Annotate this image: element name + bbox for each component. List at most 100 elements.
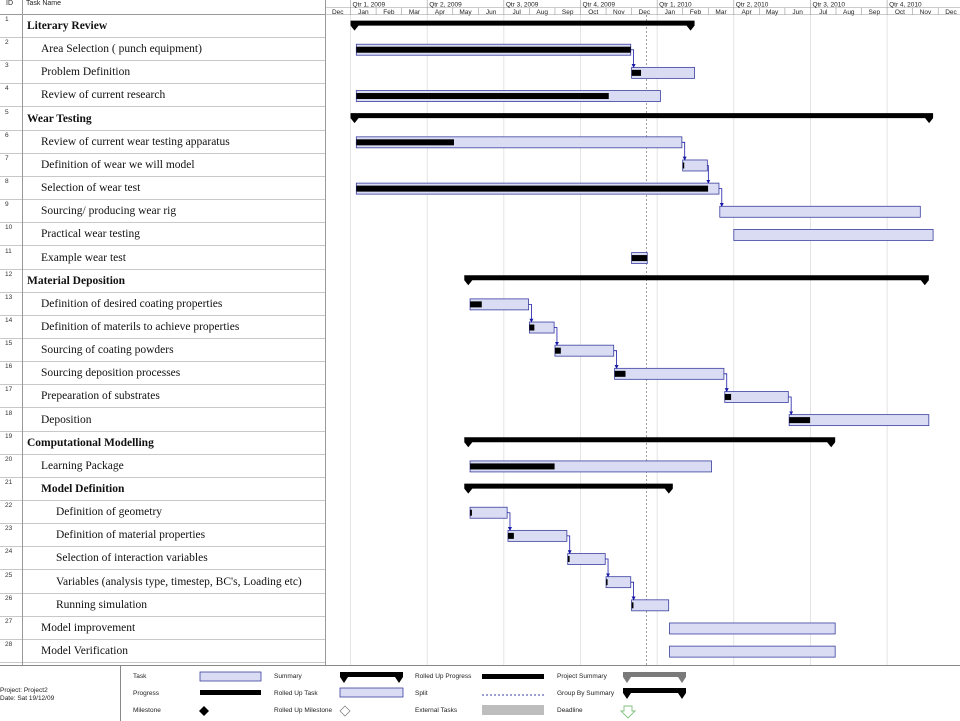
- task-row[interactable]: 4 Review of current research: [0, 84, 325, 108]
- task-name[interactable]: Model Definition: [41, 483, 125, 495]
- progress-bar: [631, 69, 642, 76]
- task-name-column-header[interactable]: Task Name: [26, 0, 62, 7]
- summary-bar[interactable]: [350, 113, 934, 124]
- task-bar[interactable]: [733, 229, 934, 241]
- task-bar[interactable]: [682, 159, 708, 172]
- task-row[interactable]: 9 Sourcing/ producing wear rig: [0, 200, 325, 224]
- task-name[interactable]: Review of current wear testing apparatus: [41, 135, 230, 148]
- task-bar[interactable]: [567, 553, 606, 565]
- task-bar[interactable]: [669, 645, 836, 658]
- task-row[interactable]: 25 Variables (analysis type, timestep, BC…: [0, 571, 325, 594]
- task-name[interactable]: Material Deposition: [27, 274, 126, 287]
- task-bar[interactable]: [614, 367, 725, 380]
- task-bar[interactable]: [605, 576, 632, 589]
- legend-external-tasks-label: External Tasks: [415, 707, 458, 714]
- task-name[interactable]: Practical wear testing: [41, 228, 140, 241]
- task-name[interactable]: Definition of geometry: [56, 506, 163, 519]
- task-bar[interactable]: [469, 506, 508, 519]
- legend-group-by-summary-swatch: [623, 688, 686, 699]
- task-bar[interactable]: [631, 66, 695, 79]
- quarter-label: Qtr 2, 2009: [429, 2, 462, 9]
- progress-bar: [554, 347, 561, 354]
- task-bar[interactable]: [719, 205, 921, 218]
- task-row[interactable]: 21 Model Definition: [0, 478, 325, 501]
- task-row[interactable]: 8 Selection of wear test: [0, 177, 325, 201]
- id-column-header[interactable]: ID: [6, 0, 13, 7]
- task-row[interactable]: 23 Definition of material properties: [0, 524, 325, 548]
- legend-rolled-up-progress-swatch: [482, 674, 544, 679]
- task-id: 14: [5, 316, 13, 324]
- task-name[interactable]: Sourcing deposition processes: [41, 367, 181, 380]
- task-name[interactable]: Deposition: [41, 413, 92, 426]
- task-row[interactable]: 15 Sourcing of coating powders: [0, 339, 325, 363]
- task-id: 7: [5, 154, 9, 162]
- task-row[interactable]: 12 Material Deposition: [0, 270, 325, 293]
- month-label: Jan: [665, 9, 676, 16]
- quarter-label: Qtr 2, 2010: [736, 2, 769, 9]
- task-row[interactable]: 18 Deposition: [0, 409, 325, 432]
- task-row[interactable]: 22 Definition of geometry: [0, 501, 325, 525]
- task-name[interactable]: Example wear test: [41, 251, 126, 264]
- table-right-border: [325, 0, 326, 665]
- task-name[interactable]: Computational Modelling: [27, 436, 154, 449]
- task-row[interactable]: 10 Practical wear testing: [0, 223, 325, 247]
- project-name: Project: Project2: [0, 687, 48, 694]
- month-label: Jul: [819, 9, 828, 16]
- task-row[interactable]: 7 Definition of wear we will model: [0, 154, 325, 177]
- task-name[interactable]: Sourcing of coating powders: [41, 344, 174, 357]
- task-name[interactable]: Definition of wear we will model: [41, 158, 195, 171]
- task-name[interactable]: Definition of desired coating properties: [41, 297, 223, 310]
- task-row[interactable]: 16 Sourcing deposition processes: [0, 362, 325, 386]
- task-row[interactable]: 19 Computational Modelling: [0, 432, 325, 455]
- task-row[interactable]: 13 Definition of desired coating properti…: [0, 293, 325, 316]
- task-row[interactable]: 24 Selection of interaction variables: [0, 547, 325, 571]
- task-name[interactable]: Model improvement: [41, 621, 136, 634]
- legend-external-tasks-swatch: [482, 705, 544, 715]
- task-name[interactable]: Selection of wear test: [41, 182, 141, 195]
- task-bar[interactable]: [724, 391, 789, 403]
- task-name[interactable]: Learning Package: [41, 459, 124, 472]
- month-label: Apr: [435, 9, 446, 16]
- task-row[interactable]: 2 Area Selection ( punch equipment): [0, 38, 325, 62]
- task-row[interactable]: 11 Example wear test: [0, 247, 325, 270]
- task-row[interactable]: 26 Running simulation: [0, 594, 325, 617]
- month-label: Sep: [562, 9, 574, 16]
- task-row[interactable]: 17 Prepearation of substrates: [0, 385, 325, 409]
- legend-split-label: Split: [415, 690, 428, 697]
- task-row[interactable]: 1 Literary Review: [0, 15, 325, 38]
- summary-bar[interactable]: [464, 483, 673, 494]
- task-name[interactable]: Wear Testing: [27, 112, 92, 125]
- month-label: Jul: [512, 9, 521, 16]
- task-id: 27: [5, 617, 13, 625]
- task-row[interactable]: 5 Wear Testing: [0, 108, 325, 131]
- task-row[interactable]: 3 Problem Definition: [0, 61, 325, 85]
- task-bar[interactable]: [507, 529, 568, 542]
- task-name[interactable]: Sourcing/ producing wear rig: [41, 205, 177, 218]
- summary-bar[interactable]: [464, 437, 836, 448]
- task-name[interactable]: Area Selection ( punch equipment): [41, 43, 202, 56]
- summary-bar[interactable]: [464, 275, 929, 286]
- task-row[interactable]: 20 Learning Package: [0, 455, 325, 478]
- task-name[interactable]: Definition of material properties: [56, 529, 206, 542]
- task-bar[interactable]: [469, 460, 712, 473]
- task-row[interactable]: 28 Model Verification: [0, 640, 325, 664]
- task-bar[interactable]: [631, 599, 670, 612]
- summary-bar[interactable]: [350, 20, 695, 31]
- task-name[interactable]: Problem Definition: [41, 66, 131, 79]
- task-row[interactable]: 14 Definition of materils to achieve prop…: [0, 316, 325, 339]
- task-id: 11: [5, 247, 12, 255]
- task-name[interactable]: Definition of materils to achieve proper…: [41, 320, 240, 333]
- task-row[interactable]: 27 Model improvement: [0, 617, 325, 640]
- task-name[interactable]: Literary Review: [27, 20, 108, 32]
- task-bar[interactable]: [669, 622, 836, 635]
- legend-progress-label: Progress: [133, 690, 160, 697]
- task-name[interactable]: Variables (analysis type, timestep, BC's…: [56, 575, 302, 588]
- task-name[interactable]: Review of current research: [41, 89, 166, 102]
- task-name[interactable]: Model Verification: [41, 645, 128, 658]
- task-name[interactable]: Running simulation: [56, 598, 148, 611]
- task-row[interactable]: 6 Review of current wear testing apparatu…: [0, 131, 325, 154]
- dependency-link: [554, 327, 559, 346]
- task-bar[interactable]: [554, 344, 615, 357]
- task-name[interactable]: Prepearation of substrates: [41, 390, 160, 403]
- task-name[interactable]: Selection of interaction variables: [56, 552, 208, 565]
